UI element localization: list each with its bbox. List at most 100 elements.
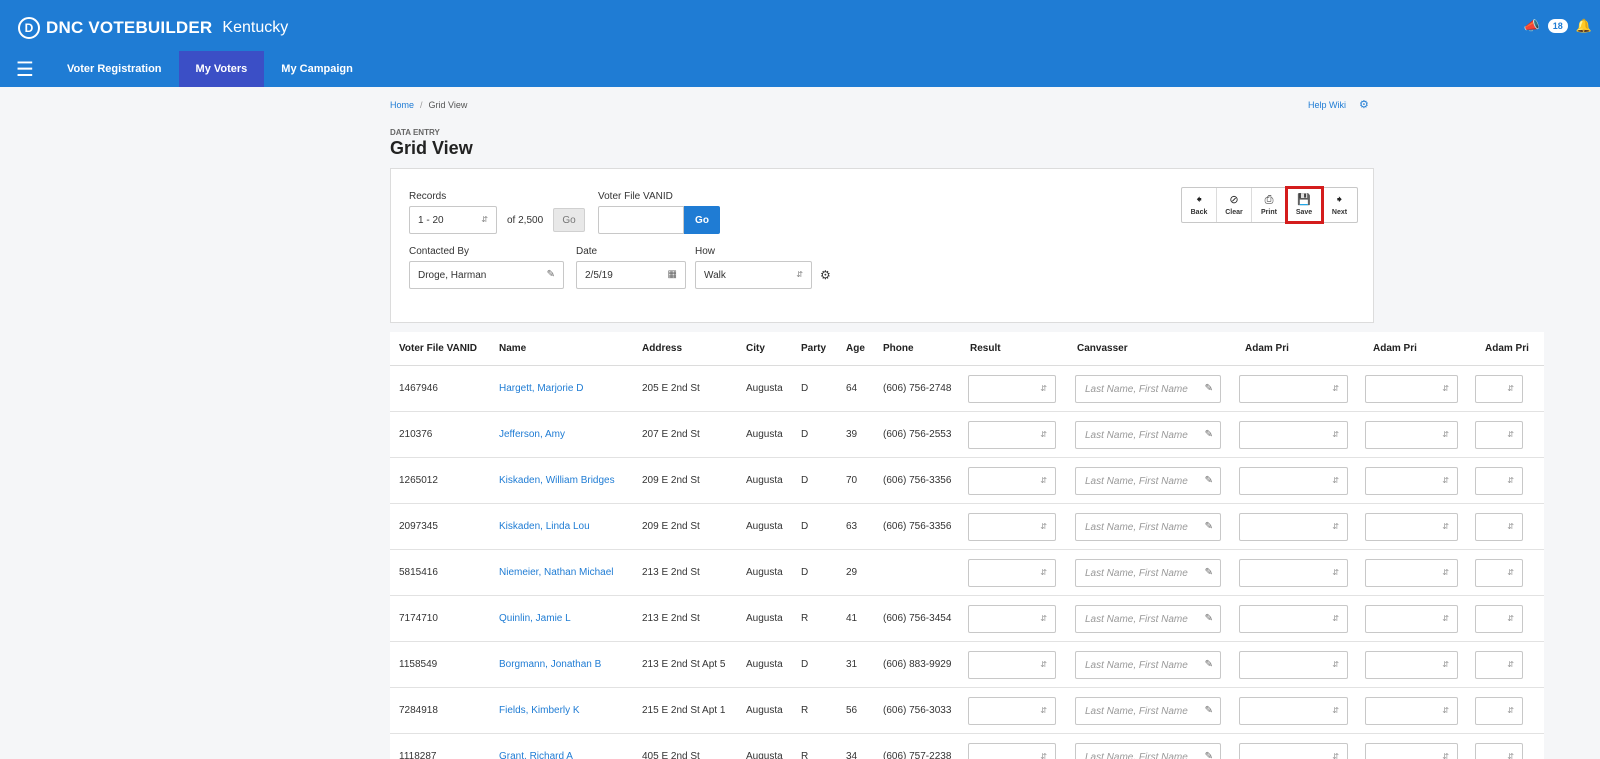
date-value: 2/5/19	[585, 269, 613, 281]
canvasser-input[interactable]: Last Name, First Name ✎	[1075, 467, 1221, 495]
cell-vanid: 1265012	[399, 475, 438, 486]
result-select[interactable]: ⇵	[968, 513, 1056, 541]
canvasser-input[interactable]: Last Name, First Name ✎	[1075, 375, 1221, 403]
adam-pri-select[interactable]: ⇵	[1365, 605, 1458, 633]
cell-phone: (606) 756-3454	[883, 613, 952, 624]
adam-pri-select[interactable]: ⇵	[1475, 513, 1523, 541]
records-total: of 2,500	[507, 215, 544, 226]
result-select[interactable]: ⇵	[968, 743, 1056, 759]
brand[interactable]: D DNC VOTEBUILDER Kentucky	[18, 16, 288, 40]
adam-pri-select[interactable]: ⇵	[1475, 651, 1523, 679]
help-wiki-link[interactable]: Help Wiki	[1308, 100, 1347, 110]
print-button[interactable]: ⎙ Print	[1252, 188, 1287, 222]
adam-pri-select[interactable]: ⇵	[1365, 651, 1458, 679]
cell-name[interactable]: Quinlin, Jamie L	[499, 613, 571, 624]
adam-pri-select[interactable]: ⇵	[1475, 559, 1523, 587]
contacted-by-value: Droge, Harman	[418, 269, 487, 281]
vanid-go-button[interactable]: Go	[684, 206, 720, 234]
adam-pri-select[interactable]: ⇵	[1365, 467, 1458, 495]
canvasser-input[interactable]: Last Name, First Name ✎	[1075, 559, 1221, 587]
breadcrumb-home[interactable]: Home	[390, 100, 415, 110]
cell-party: D	[801, 521, 809, 532]
adam-pri-select[interactable]: ⇵	[1475, 605, 1523, 633]
canvasser-placeholder: Last Name, First Name	[1085, 568, 1188, 579]
adam-pri-select[interactable]: ⇵	[1239, 513, 1348, 541]
adam-pri-select[interactable]: ⇵	[1365, 421, 1458, 449]
cell-name[interactable]: Jefferson, Amy	[499, 429, 565, 440]
column-header-result: Result	[970, 343, 1001, 354]
records-select[interactable]: 1 - 20 ⇵	[409, 206, 497, 234]
back-button[interactable]: 🠸 Back	[1182, 188, 1217, 222]
records-go-button[interactable]: Go	[553, 208, 585, 232]
column-header-age: Age	[846, 343, 865, 354]
result-select[interactable]: ⇵	[968, 605, 1056, 633]
cell-phone: (606) 756-3033	[883, 705, 952, 716]
gear-icon[interactable]: ⚙	[1359, 99, 1369, 111]
cell-party: D	[801, 567, 809, 578]
result-select[interactable]: ⇵	[968, 651, 1056, 679]
cell-name[interactable]: Niemeier, Nathan Michael	[499, 567, 614, 578]
chevron-updown-icon: ⇵	[1507, 522, 1514, 531]
hamburger-menu-icon[interactable]: ☰	[16, 58, 34, 81]
adam-pri-select[interactable]: ⇵	[1365, 375, 1458, 403]
cell-city: Augusta	[746, 751, 783, 759]
adam-pri-select[interactable]: ⇵	[1239, 651, 1348, 679]
cell-name[interactable]: Kiskaden, Linda Lou	[499, 521, 590, 532]
cell-name[interactable]: Grant, Richard A	[499, 751, 573, 759]
adam-pri-select[interactable]: ⇵	[1365, 743, 1458, 759]
contacted-by-input[interactable]: Droge, Harman ✎	[409, 261, 564, 289]
cell-name[interactable]: Hargett, Marjorie D	[499, 383, 584, 394]
result-select[interactable]: ⇵	[968, 559, 1056, 587]
result-select[interactable]: ⇵	[968, 421, 1056, 449]
adam-pri-select[interactable]: ⇵	[1239, 743, 1348, 759]
cell-name[interactable]: Fields, Kimberly K	[499, 705, 580, 716]
canvasser-input[interactable]: Last Name, First Name ✎	[1075, 421, 1221, 449]
adam-pri-select[interactable]: ⇵	[1475, 421, 1523, 449]
notification-badge[interactable]: 18	[1547, 19, 1568, 33]
column-header-adam-pri-1: Adam Pri	[1245, 343, 1289, 354]
adam-pri-select[interactable]: ⇵	[1239, 559, 1348, 587]
nav-tab-voter-registration[interactable]: Voter Registration	[67, 63, 162, 75]
how-select[interactable]: Walk ⇵	[695, 261, 812, 289]
result-select[interactable]: ⇵	[968, 467, 1056, 495]
canvasser-input[interactable]: Last Name, First Name ✎	[1075, 697, 1221, 725]
column-header-address: Address	[642, 343, 683, 354]
nav-tab-my-voters[interactable]: My Voters	[178, 51, 265, 87]
canvasser-input[interactable]: Last Name, First Name ✎	[1075, 743, 1221, 759]
adam-pri-select[interactable]: ⇵	[1239, 697, 1348, 725]
adam-pri-select[interactable]: ⇵	[1239, 375, 1348, 403]
table-row: 5815416 Niemeier, Nathan Michael 213 E 2nd…	[390, 550, 1544, 596]
bell-icon[interactable]: 🔔	[1575, 18, 1592, 33]
adam-pri-select[interactable]: ⇵	[1239, 467, 1348, 495]
save-button[interactable]: 💾 Save	[1285, 186, 1324, 224]
adam-pri-select[interactable]: ⇵	[1475, 375, 1523, 403]
adam-pri-select[interactable]: ⇵	[1365, 697, 1458, 725]
floppy-disk-icon: 💾	[1297, 194, 1311, 206]
adam-pri-select[interactable]: ⇵	[1239, 605, 1348, 633]
cell-name[interactable]: Borgmann, Jonathan B	[499, 659, 602, 670]
adam-pri-select[interactable]: ⇵	[1239, 421, 1348, 449]
canvasser-placeholder: Last Name, First Name	[1085, 706, 1188, 717]
cell-name[interactable]: Kiskaden, William Bridges	[499, 475, 615, 486]
cell-phone: (606) 756-3356	[883, 521, 952, 532]
adam-pri-select[interactable]: ⇵	[1475, 467, 1523, 495]
canvasser-input[interactable]: Last Name, First Name ✎	[1075, 513, 1221, 541]
adam-pri-select[interactable]: ⇵	[1475, 697, 1523, 725]
vanid-input[interactable]	[598, 206, 684, 234]
nav-tab-my-campaign[interactable]: My Campaign	[281, 63, 353, 75]
chevron-updown-icon: ⇵	[1040, 706, 1047, 715]
adam-pri-select[interactable]: ⇵	[1365, 559, 1458, 587]
cell-address: 215 E 2nd St Apt 1	[642, 705, 726, 716]
how-settings-gear-icon[interactable]: ⚙	[820, 268, 831, 282]
cell-phone: (606) 883-9929	[883, 659, 952, 670]
result-select[interactable]: ⇵	[968, 375, 1056, 403]
canvasser-input[interactable]: Last Name, First Name ✎	[1075, 651, 1221, 679]
adam-pri-select[interactable]: ⇵	[1475, 743, 1523, 759]
megaphone-icon[interactable]: 📣	[1523, 18, 1540, 33]
adam-pri-select[interactable]: ⇵	[1365, 513, 1458, 541]
result-select[interactable]: ⇵	[968, 697, 1056, 725]
clear-button[interactable]: ⊘ Clear	[1217, 188, 1252, 222]
date-input[interactable]: 2/5/19 ▦	[576, 261, 686, 289]
canvasser-input[interactable]: Last Name, First Name ✎	[1075, 605, 1221, 633]
next-button[interactable]: 🠺 Next	[1322, 188, 1357, 222]
